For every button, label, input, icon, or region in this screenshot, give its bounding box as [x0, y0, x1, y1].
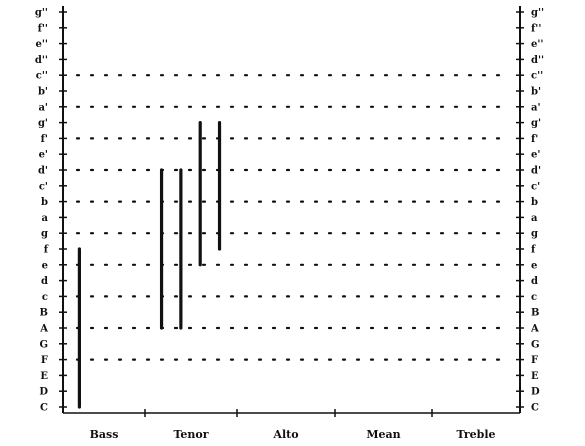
category-label: Tenor: [173, 428, 208, 441]
right-note-label: b: [531, 197, 538, 208]
left-note-label: e': [39, 150, 48, 161]
left-note-label: G: [39, 339, 48, 350]
right-note-label: e'': [531, 39, 544, 50]
right-note-label: A: [530, 324, 539, 335]
right-note-label: C: [531, 403, 539, 414]
left-note-label: c: [42, 292, 48, 303]
left-note-label: e: [42, 260, 48, 271]
left-note-label: a': [38, 102, 48, 113]
left-note-label: A: [39, 324, 48, 335]
right-note-label: g': [531, 118, 541, 129]
left-note-label: C: [40, 403, 48, 414]
right-note-label: d'': [531, 55, 544, 66]
left-note-label: f'': [38, 23, 48, 34]
right-note-label: a': [531, 102, 541, 113]
right-note-label: b': [531, 87, 541, 98]
left-note-label: F: [41, 355, 48, 366]
right-note-label: B: [531, 308, 539, 319]
left-note-label: c'': [36, 71, 48, 82]
category-label: Alto: [272, 428, 298, 441]
left-note-label: c': [39, 181, 48, 192]
right-note-label: c: [531, 292, 537, 303]
right-note-label: g: [531, 229, 538, 240]
right-note-label: F: [531, 355, 538, 366]
right-note-label: g'': [531, 8, 544, 19]
left-note-label: b: [41, 197, 48, 208]
right-note-label: G: [531, 339, 540, 350]
right-note-label: e': [531, 150, 540, 161]
left-note-label: d': [38, 166, 48, 177]
right-note-label: D: [531, 387, 540, 398]
left-note-label: g': [38, 118, 48, 129]
left-note-label: e'': [36, 39, 49, 50]
right-note-label: f: [531, 245, 536, 256]
right-note-label: c'': [531, 71, 543, 82]
left-note-label: g'': [35, 8, 48, 19]
category-label: Mean: [366, 428, 400, 441]
left-note-label: f: [44, 245, 49, 256]
right-note-label: f': [531, 134, 538, 145]
right-note-label: E: [531, 371, 539, 382]
right-note-label: d': [531, 166, 541, 177]
right-note-label: c': [531, 181, 540, 192]
left-note-label: f': [41, 134, 48, 145]
left-note-label: g: [41, 229, 48, 240]
category-label: Treble: [456, 428, 495, 441]
right-note-label: e: [531, 260, 537, 271]
right-note-label: a: [531, 213, 538, 224]
category-label: Bass: [90, 428, 119, 441]
right-note-label: f'': [531, 23, 541, 34]
left-note-label: B: [40, 308, 48, 319]
left-note-label: E: [40, 371, 48, 382]
left-note-label: a: [42, 213, 49, 224]
right-note-label: d: [531, 276, 538, 287]
left-note-label: d'': [35, 55, 48, 66]
left-note-label: d: [41, 276, 48, 287]
left-note-label: D: [39, 387, 48, 398]
left-note-label: b': [38, 87, 48, 98]
